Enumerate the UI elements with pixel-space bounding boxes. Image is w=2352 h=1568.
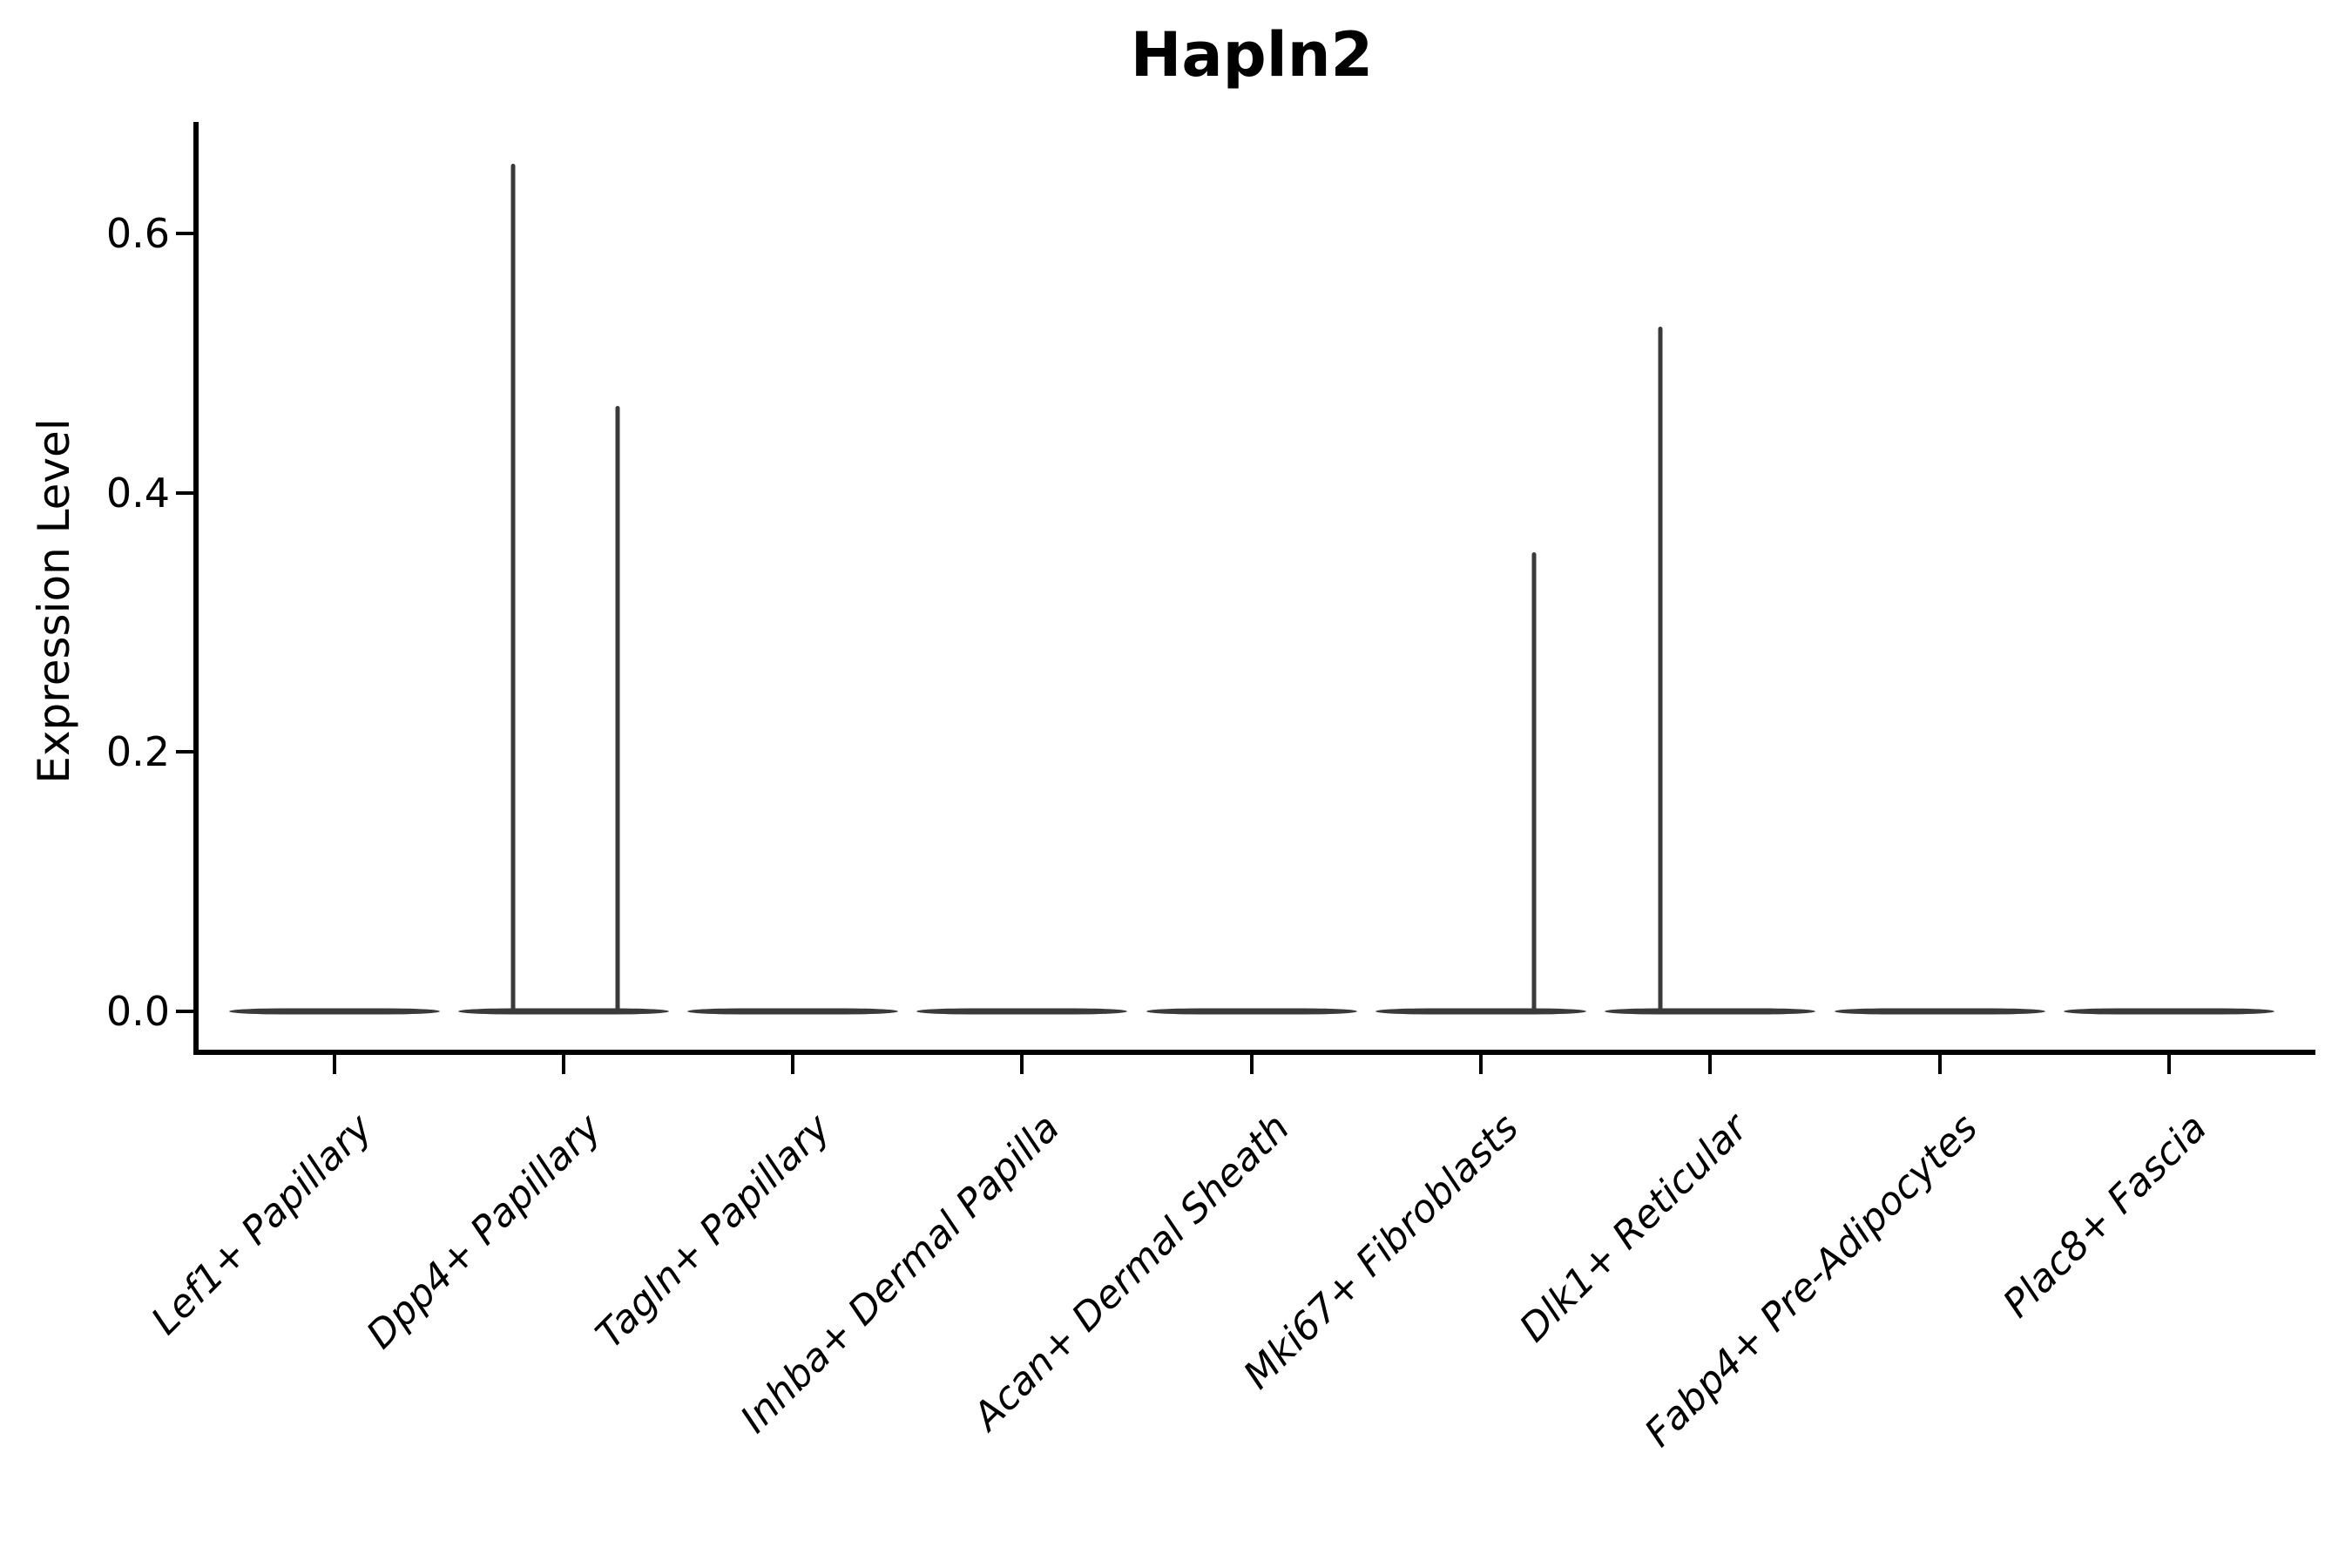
chart-title: Hapln2 <box>1130 19 1374 91</box>
violin-baseline <box>457 1008 669 1015</box>
x-tick <box>1479 1052 1483 1074</box>
y-axis-label: Expression Level <box>29 418 79 784</box>
y-tick-label: 0.0 <box>105 988 170 1035</box>
y-tick <box>176 490 196 495</box>
x-tick <box>791 1052 795 1074</box>
violin-baseline <box>916 1008 1128 1015</box>
x-tick <box>1708 1052 1713 1074</box>
violin-spike <box>1658 327 1663 1011</box>
violin-baseline <box>228 1008 440 1015</box>
violin-spike <box>615 406 620 1011</box>
y-tick-label: 0.4 <box>105 469 170 517</box>
violin-baseline <box>1605 1008 1816 1015</box>
x-axis-spine <box>193 1050 2315 1055</box>
violin-spike <box>510 163 516 1011</box>
violin-baseline <box>1834 1008 2045 1015</box>
violin-baseline <box>1146 1008 1357 1015</box>
violin-spike <box>1531 552 1537 1011</box>
x-tick <box>1937 1052 1942 1074</box>
violin-baseline <box>687 1008 899 1015</box>
x-tick <box>1020 1052 1024 1074</box>
x-tick-label: Lef1+ Papillary <box>142 1105 381 1344</box>
x-tick-label: Plac8+ Fascia <box>1994 1105 2216 1327</box>
x-tick <box>332 1052 336 1074</box>
y-tick <box>176 232 196 236</box>
y-tick <box>176 750 196 754</box>
y-tick-label: 0.2 <box>105 728 170 776</box>
x-tick <box>2166 1052 2171 1074</box>
violin-baseline <box>1375 1008 1586 1015</box>
y-axis-spine <box>193 122 199 1055</box>
y-tick <box>176 1010 196 1013</box>
y-tick-label: 0.6 <box>105 210 170 258</box>
x-tick-label: Tagln+ Papillary <box>587 1105 840 1357</box>
x-tick-label: Dlk1+ Reticular <box>1511 1105 1757 1351</box>
x-tick <box>561 1052 565 1074</box>
x-tick-label: Dpp4+ Papillary <box>357 1105 611 1358</box>
violin-baseline <box>2063 1008 2274 1015</box>
x-tick <box>1249 1052 1254 1074</box>
